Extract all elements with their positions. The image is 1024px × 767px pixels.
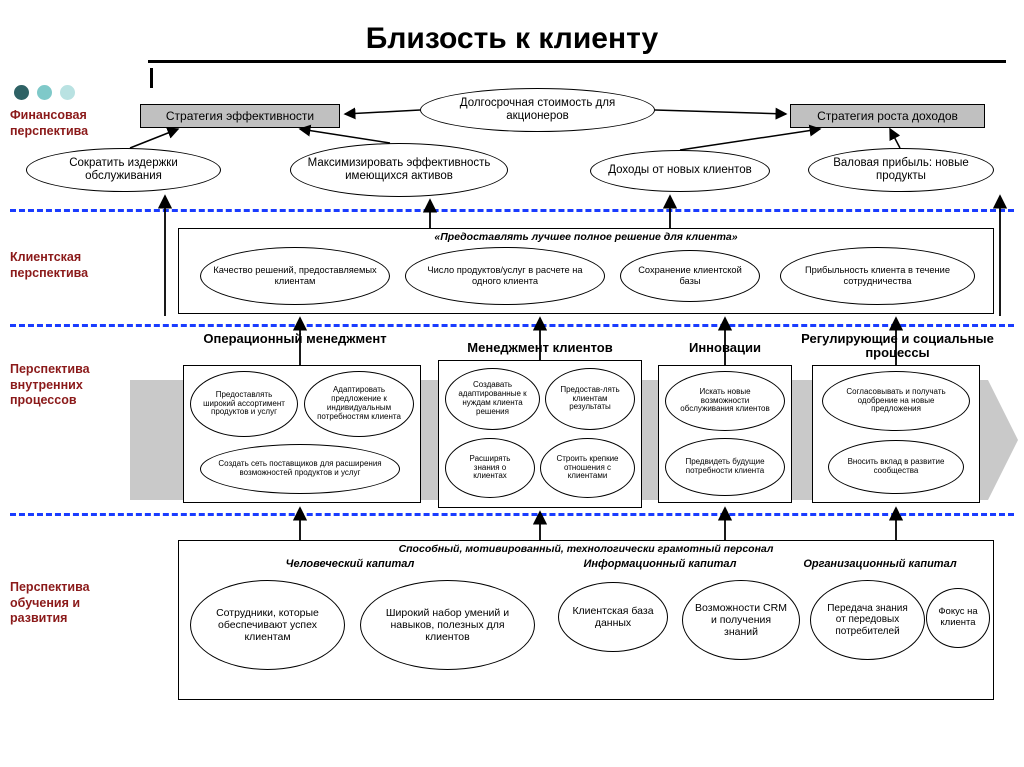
col-header-0: Операционный менеджмент bbox=[185, 332, 405, 346]
el-c3-1: Предвидеть будущие потребности клиента bbox=[665, 438, 785, 496]
divider-2 bbox=[10, 324, 1014, 327]
el-c2-0: Создавать адаптированные к нуждам клиент… bbox=[445, 368, 540, 430]
ellipse-fin-1: Максимизировать эффективность имеющихся … bbox=[290, 143, 508, 197]
el-c3-0: Искать новые возможности обслуживания кл… bbox=[665, 371, 785, 431]
box-strategy-growth: Стратегия роста доходов bbox=[790, 104, 985, 128]
diagram-title: Близость к клиенту bbox=[0, 22, 1024, 56]
ellipse-fin-2: Доходы от новых клиентов bbox=[590, 150, 770, 192]
el-l-2: Клиентская база данных bbox=[558, 582, 668, 652]
el-c1-2: Создать сеть поставщиков для расширения … bbox=[200, 444, 400, 494]
box-strategy-efficiency: Стратегия эффективности bbox=[140, 104, 340, 128]
ellipse-top-value: Долгосрочная стоимость для акционеров bbox=[420, 88, 655, 132]
el-l-4: Передача знания от передовых потребителе… bbox=[810, 580, 925, 660]
el-l-0: Сотрудники, которые обеспечивают успех к… bbox=[190, 580, 345, 670]
ellipse-fin-0: Сократить издержки обслуживания bbox=[26, 148, 221, 192]
el-c4-0: Согласовывать и получать одобрение на но… bbox=[822, 371, 970, 431]
panel-learning-title: Способный, мотивированный, технологическ… bbox=[178, 543, 994, 555]
el-c2-1: Предостав-лять клиентам результаты bbox=[545, 368, 635, 430]
ellipse-client-3: Прибыльность клиента в течение сотруднич… bbox=[780, 247, 975, 305]
el-c4-1: Вносить вклад в развитие сообщества bbox=[828, 440, 964, 494]
el-c1-0: Предоставлять широкий ассортимент продук… bbox=[190, 371, 298, 437]
el-l-1: Широкий набор умений и навыков, полезных… bbox=[360, 580, 535, 670]
process-arrow-head bbox=[988, 380, 1018, 500]
sub-0: Человеческий капитал bbox=[200, 558, 500, 570]
el-c2-3: Строить крепкие отношения с клиентами bbox=[540, 438, 635, 498]
top-bar bbox=[148, 60, 1006, 63]
col-header-1: Менеджмент клиентов bbox=[440, 341, 640, 355]
label-client: Клиентская перспектива bbox=[10, 250, 120, 281]
col-header-3: Регулирующие и социальные процессы bbox=[800, 332, 995, 361]
el-c2-2: Расширять знания о клиентах bbox=[445, 438, 535, 498]
accent-dots bbox=[14, 85, 75, 100]
el-c1-1: Адаптировать предложение к индивидуальны… bbox=[304, 371, 414, 437]
sub-1: Информационный капитал bbox=[560, 558, 760, 570]
label-finance: Финансовая перспектива bbox=[10, 108, 120, 139]
col-header-2: Инновации bbox=[660, 341, 790, 355]
panel-client-title: «Предоставлять лучшее полное решение для… bbox=[178, 231, 994, 243]
divider-1 bbox=[10, 209, 1014, 212]
sub-2: Организационный капитал bbox=[780, 558, 980, 570]
divider-3 bbox=[10, 513, 1014, 516]
top-bar-tick bbox=[150, 68, 153, 88]
el-l-3: Возможности CRM и получения знаний bbox=[682, 580, 800, 660]
ellipse-client-1: Число продуктов/услуг в расчете на одног… bbox=[405, 247, 605, 305]
ellipse-client-0: Качество решений, предоставляемых клиент… bbox=[200, 247, 390, 305]
label-learning: Перспектива обучения и развития bbox=[10, 580, 120, 627]
el-l-5: Фокус на клиента bbox=[926, 588, 990, 648]
ellipse-fin-3: Валовая прибыль: новые продукты bbox=[808, 148, 994, 192]
label-process: Перспектива внутренних процессов bbox=[10, 362, 120, 409]
ellipse-client-2: Сохранение клиентской базы bbox=[620, 250, 760, 302]
